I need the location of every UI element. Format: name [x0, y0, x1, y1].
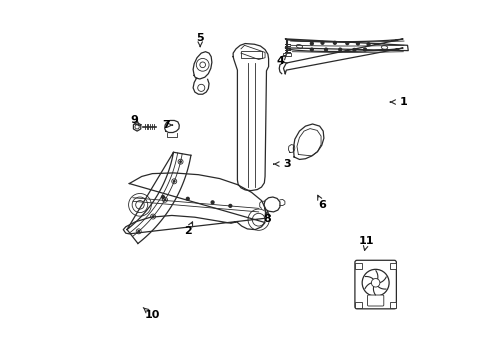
Bar: [241, 51, 261, 58]
Polygon shape: [133, 123, 141, 131]
Circle shape: [164, 199, 165, 201]
Circle shape: [362, 269, 388, 296]
Circle shape: [352, 49, 355, 51]
Text: 9: 9: [130, 116, 139, 125]
Text: 2: 2: [183, 222, 192, 237]
Polygon shape: [293, 124, 323, 159]
Circle shape: [138, 231, 139, 232]
Circle shape: [211, 201, 214, 204]
Text: 6: 6: [317, 195, 326, 210]
Circle shape: [370, 279, 379, 287]
Circle shape: [161, 195, 164, 198]
Circle shape: [180, 161, 181, 162]
Circle shape: [366, 43, 369, 46]
FancyBboxPatch shape: [354, 260, 396, 309]
Polygon shape: [123, 173, 265, 234]
Polygon shape: [264, 197, 279, 212]
Polygon shape: [288, 145, 294, 152]
Circle shape: [333, 41, 336, 44]
Circle shape: [310, 42, 313, 45]
Bar: [389, 263, 395, 269]
Circle shape: [321, 41, 323, 44]
Circle shape: [356, 42, 359, 45]
Text: 8: 8: [263, 211, 271, 224]
Polygon shape: [233, 44, 268, 191]
Circle shape: [173, 181, 175, 182]
Bar: [283, 53, 290, 56]
Polygon shape: [283, 39, 407, 74]
Circle shape: [324, 48, 327, 51]
Text: 7: 7: [162, 120, 172, 130]
FancyBboxPatch shape: [367, 295, 383, 306]
Polygon shape: [164, 121, 179, 132]
Circle shape: [186, 197, 189, 200]
Circle shape: [338, 48, 341, 51]
Text: 11: 11: [358, 236, 374, 251]
Text: 10: 10: [143, 307, 160, 320]
Circle shape: [310, 48, 313, 51]
Text: 3: 3: [273, 159, 290, 169]
Circle shape: [363, 48, 366, 51]
Text: 4: 4: [275, 54, 286, 66]
Polygon shape: [193, 52, 211, 79]
Circle shape: [228, 204, 231, 207]
Circle shape: [152, 216, 153, 217]
Bar: [355, 263, 361, 269]
Text: 1: 1: [389, 97, 407, 107]
Text: 5: 5: [196, 33, 203, 46]
Circle shape: [345, 42, 348, 45]
Polygon shape: [127, 152, 190, 243]
Bar: [389, 302, 395, 308]
Bar: [355, 302, 361, 308]
